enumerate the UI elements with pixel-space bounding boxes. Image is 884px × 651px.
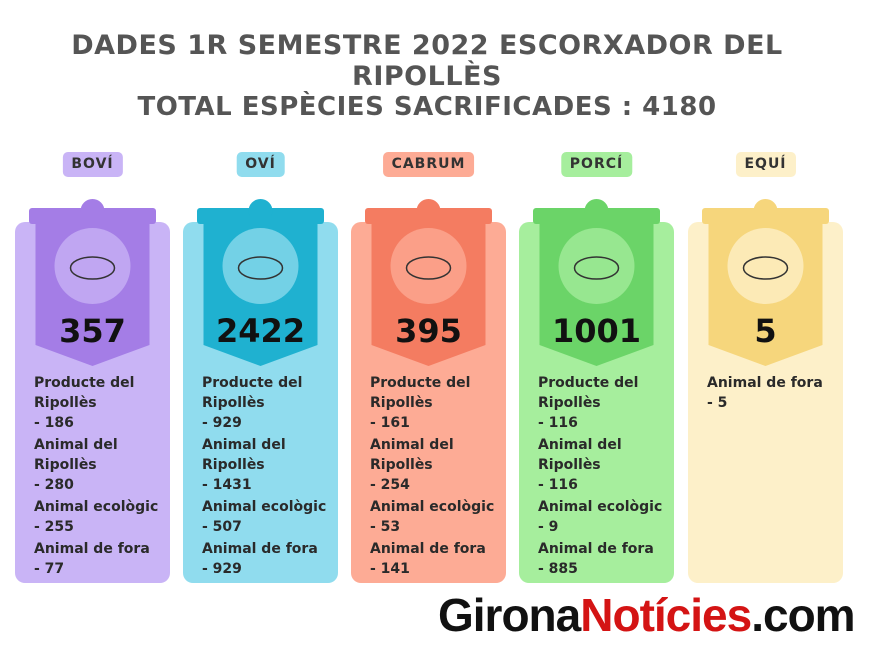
item-label: Producte del Ripollès bbox=[538, 375, 639, 411]
species-label: BOVÍ bbox=[62, 152, 123, 177]
species-total: 357 bbox=[59, 312, 126, 350]
item-label: Animal ecològic bbox=[538, 499, 663, 515]
species-items: Producte del Ripollès - 161 Animal del Rip… bbox=[370, 373, 495, 581]
item-value: - 77 bbox=[34, 561, 65, 577]
item: Producte del Ripollès - 116 bbox=[538, 373, 663, 433]
item-value: - 280 bbox=[34, 477, 74, 493]
item-label: Animal de fora bbox=[538, 541, 654, 557]
item-label: Animal del Ripollès bbox=[34, 437, 118, 473]
item-value: - 9 bbox=[538, 519, 559, 535]
ribbon-knob bbox=[80, 199, 105, 223]
species-label: CABRUM bbox=[382, 152, 475, 177]
species-total: 2422 bbox=[215, 312, 306, 350]
item-value: - 255 bbox=[34, 519, 74, 535]
item: Animal del Ripollès - 254 bbox=[370, 435, 495, 495]
item: Animal de fora - 5 bbox=[707, 373, 832, 413]
species-total: 5 bbox=[754, 312, 777, 350]
item-label: Animal de fora bbox=[34, 541, 150, 557]
item-value: - 885 bbox=[538, 561, 578, 577]
item-value: - 254 bbox=[370, 477, 410, 493]
watermark: GironaNotícies.com bbox=[438, 588, 856, 642]
item: Animal de fora - 77 bbox=[34, 539, 159, 579]
item: Animal del Ripollès - 1431 bbox=[202, 435, 327, 495]
item: Animal de fora - 141 bbox=[370, 539, 495, 579]
item-label: Producte del Ripollès bbox=[202, 375, 303, 411]
watermark-part: Notícies bbox=[580, 589, 752, 641]
item-label: Animal de fora bbox=[202, 541, 318, 557]
item-value: - 116 bbox=[538, 477, 578, 493]
item-label: Producte del Ripollès bbox=[34, 375, 135, 411]
watermark-part: .com bbox=[751, 589, 855, 641]
item-value: - 929 bbox=[202, 415, 242, 431]
item: Animal ecològic - 507 bbox=[202, 497, 327, 537]
item: Animal ecològic - 255 bbox=[34, 497, 159, 537]
item-label: Animal del Ripollès bbox=[202, 437, 286, 473]
species-items: Producte del Ripollès - 186 Animal del Rip… bbox=[34, 373, 159, 581]
species-label: OVÍ bbox=[236, 152, 285, 177]
item-value: - 507 bbox=[202, 519, 242, 535]
item-value: - 53 bbox=[370, 519, 401, 535]
species-items: Animal de fora - 5 bbox=[707, 373, 832, 415]
item-label: Animal ecològic bbox=[34, 499, 159, 515]
ribbon-knob bbox=[584, 199, 609, 223]
ribbon-knob bbox=[248, 199, 273, 223]
item-value: - 161 bbox=[370, 415, 410, 431]
item-value: - 141 bbox=[370, 561, 410, 577]
species-total: 395 bbox=[395, 312, 462, 350]
item: Animal de fora - 929 bbox=[202, 539, 327, 579]
ribbon-knob bbox=[753, 199, 778, 223]
item-label: Animal de fora bbox=[707, 375, 823, 391]
species-items: Producte del Ripollès - 116 Animal del Rip… bbox=[538, 373, 663, 581]
item: Animal del Ripollès - 116 bbox=[538, 435, 663, 495]
item-label: Animal ecològic bbox=[370, 499, 495, 515]
item-label: Animal del Ripollès bbox=[538, 437, 622, 473]
species-label: PORCÍ bbox=[560, 152, 633, 177]
item: Animal de fora - 885 bbox=[538, 539, 663, 579]
item: Producte del Ripollès - 186 bbox=[34, 373, 159, 433]
item: Animal del Ripollès - 280 bbox=[34, 435, 159, 495]
item: Animal ecològic - 9 bbox=[538, 497, 663, 537]
item-value: - 116 bbox=[538, 415, 578, 431]
item-label: Animal de fora bbox=[370, 541, 486, 557]
species-total: 1001 bbox=[551, 312, 642, 350]
item-label: Animal ecològic bbox=[202, 499, 327, 515]
ribbon-knob bbox=[416, 199, 441, 223]
species-label: EQUÍ bbox=[735, 152, 796, 177]
item-label: Animal del Ripollès bbox=[370, 437, 454, 473]
item-value: - 5 bbox=[707, 395, 728, 411]
item-value: - 1431 bbox=[202, 477, 252, 493]
title: DADES 1R SEMESTRE 2022 ESCORXADOR DEL RI… bbox=[71, 30, 783, 92]
item-value: - 186 bbox=[34, 415, 74, 431]
item: Animal ecològic - 53 bbox=[370, 497, 495, 537]
item-value: - 929 bbox=[202, 561, 242, 577]
item-label: Producte del Ripollès bbox=[370, 375, 471, 411]
species-items: Producte del Ripollès - 929 Animal del Rip… bbox=[202, 373, 327, 581]
subtitle: TOTAL ESPÈCIES SACRIFICADES : 4180 bbox=[137, 92, 717, 122]
watermark-part: Girona bbox=[438, 589, 581, 641]
item: Producte del Ripollès - 161 bbox=[370, 373, 495, 433]
item: Producte del Ripollès - 929 bbox=[202, 373, 327, 433]
